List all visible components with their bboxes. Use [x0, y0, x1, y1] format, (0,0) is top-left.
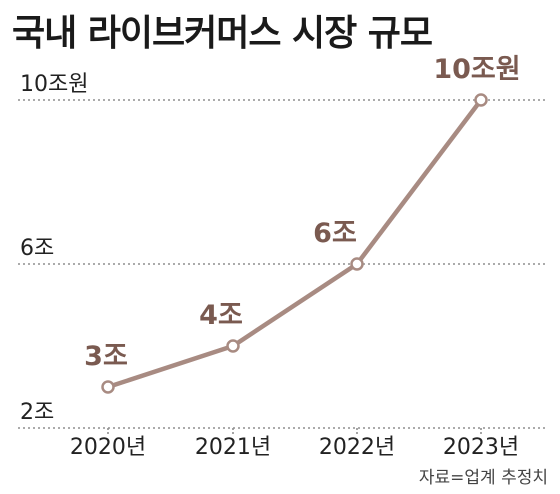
y-tick-label: 2조 — [20, 400, 54, 425]
data-label: 6조 — [313, 218, 357, 249]
series-line — [105, 97, 484, 390]
x-tick-label: 2023년 — [443, 435, 519, 460]
data-label: 10조원 — [433, 54, 520, 85]
x-tick-label: 2022년 — [319, 435, 395, 460]
y-tick-label: 6조 — [20, 236, 54, 261]
source-note: 자료=업계 추정치 — [418, 468, 548, 488]
data-label: 3조 — [84, 341, 128, 372]
data-point — [474, 93, 488, 107]
data-point — [350, 257, 364, 271]
data-point — [101, 380, 115, 394]
x-tick-label: 2021년 — [195, 435, 271, 460]
y-tick-label: 10조원 — [20, 72, 88, 97]
data-label: 4조 — [199, 300, 243, 331]
data-point — [226, 339, 240, 353]
x-tick-label: 2020년 — [70, 435, 146, 460]
chart-title: 국내 라이브커머스 시장 규모 — [12, 13, 433, 54]
